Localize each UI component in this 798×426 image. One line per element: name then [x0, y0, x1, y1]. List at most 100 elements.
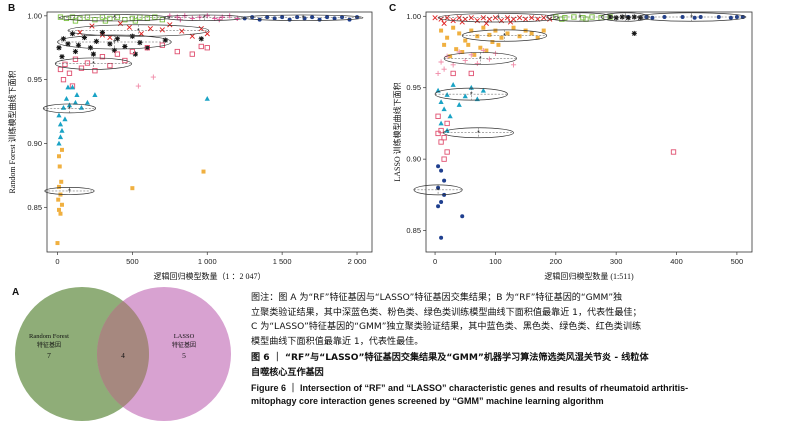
venn-diagram: Random Forest 特征基因 7 4 LASSO 特征基因 5	[15, 287, 231, 421]
data-point	[637, 15, 643, 21]
gmm-center: *	[479, 54, 482, 63]
data-point	[132, 51, 138, 57]
data-point	[529, 31, 534, 36]
data-point	[111, 47, 117, 53]
data-point	[625, 15, 631, 21]
data-point	[480, 15, 486, 21]
data-point	[99, 54, 106, 60]
data-point	[57, 121, 64, 127]
x-tick-label: 400	[670, 257, 683, 266]
data-point	[484, 48, 489, 53]
data-point	[438, 139, 444, 145]
data-point	[442, 178, 447, 183]
caption-note-line: C 为“LASSO”特征基因的“GMM”独立聚类验证结果，其中蓝色类、黑色类、绿…	[251, 322, 642, 333]
gmm-center: *	[578, 13, 581, 22]
data-point	[447, 113, 453, 119]
series-lightpink	[135, 74, 156, 89]
data-point	[63, 15, 70, 22]
y-axis-label: LASSO 训练模型曲线下面积	[392, 82, 402, 181]
plot-frame	[425, 11, 753, 253]
data-point	[99, 29, 106, 36]
panel-b-letter: B	[8, 3, 16, 14]
data-point	[272, 16, 277, 21]
series-green	[57, 14, 165, 24]
data-point	[189, 51, 195, 57]
data-point	[456, 102, 462, 107]
data-point	[84, 99, 91, 105]
x-axis-label: 逻辑回归模型数量 (1:511)	[544, 271, 634, 281]
data-point	[69, 14, 76, 20]
venn-mid-count: 4	[121, 351, 125, 360]
data-point	[122, 17, 128, 23]
data-point	[438, 120, 444, 126]
data-point	[122, 57, 128, 64]
data-point	[75, 42, 82, 48]
x-tick-label: 0	[55, 257, 59, 266]
x-axis-label: 逻辑回归模型数量（1 ：2 047）	[154, 271, 266, 281]
data-point	[439, 28, 444, 33]
x-tick-label: 200	[550, 257, 563, 266]
data-point	[728, 15, 733, 20]
gmm-center: *	[690, 13, 693, 22]
data-point	[55, 241, 60, 246]
data-point	[444, 149, 450, 155]
data-point	[459, 19, 465, 25]
data-point	[441, 106, 447, 112]
data-point	[439, 168, 444, 173]
data-point	[152, 14, 158, 20]
data-point	[59, 202, 64, 207]
data-point	[216, 17, 222, 23]
y-axis-label: Random Forest 训练模型曲线下面积	[7, 70, 17, 193]
data-point	[201, 169, 206, 174]
data-point	[57, 14, 64, 20]
data-point	[680, 15, 685, 19]
data-point	[204, 45, 210, 51]
x-tick-label: 0	[433, 257, 437, 266]
data-point	[474, 17, 480, 24]
caption-note-line: 图注：图 A 为“RF”特征基因与“LASSO”特征基因交集结果；B 为“RF”…	[251, 293, 623, 303]
data-point	[92, 92, 98, 97]
data-point	[692, 15, 697, 20]
series-cyan	[435, 82, 486, 133]
data-point	[510, 62, 517, 68]
gmm-center: *	[503, 31, 506, 40]
data-point	[204, 96, 210, 101]
data-point	[287, 17, 292, 22]
panel-a-letter: A	[12, 287, 20, 298]
data-point	[490, 40, 495, 44]
data-point	[451, 25, 456, 30]
series-cyan	[56, 84, 210, 146]
y-tick-label: 1.00	[406, 12, 421, 21]
gmm-center: *	[302, 13, 305, 22]
data-point	[445, 35, 450, 40]
series-orange	[439, 25, 546, 59]
data-point	[650, 15, 655, 20]
data-point	[74, 92, 80, 97]
data-point	[670, 149, 677, 155]
data-point	[535, 35, 540, 40]
data-point	[493, 28, 498, 33]
data-point	[463, 38, 468, 43]
data-point	[56, 154, 61, 159]
data-point	[529, 15, 535, 21]
data-point	[439, 235, 444, 240]
x-tick-label: 1 000	[198, 257, 217, 266]
data-point	[84, 60, 91, 66]
data-point	[662, 15, 667, 19]
data-point	[435, 130, 441, 137]
data-point	[562, 15, 568, 21]
data-point	[436, 185, 441, 190]
data-point	[63, 96, 70, 101]
data-point	[302, 16, 307, 21]
data-point	[505, 31, 510, 36]
gmm-center: *	[92, 59, 95, 68]
data-point	[631, 30, 637, 37]
data-point	[114, 36, 120, 42]
data-point	[182, 13, 188, 19]
data-point	[441, 135, 447, 141]
data-point	[436, 204, 441, 209]
data-point	[59, 147, 64, 152]
data-point	[462, 93, 468, 99]
data-point	[441, 156, 447, 162]
data-point	[72, 48, 79, 55]
